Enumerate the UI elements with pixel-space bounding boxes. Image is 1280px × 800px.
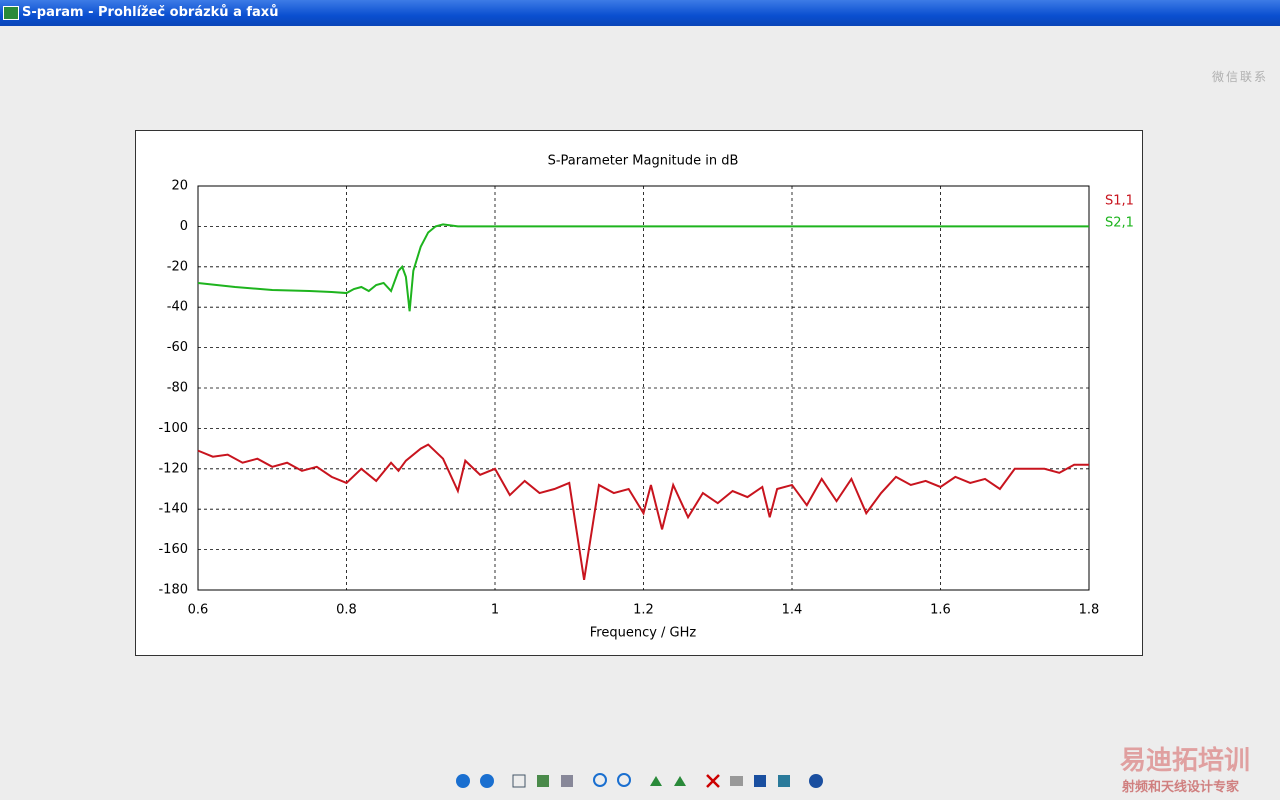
series-line — [197, 443, 1089, 581]
delete-button[interactable] — [706, 774, 720, 788]
series-line — [197, 223, 1089, 312]
y-tick-label: -140 — [158, 502, 188, 517]
watermark-top: 微信联系 — [1212, 70, 1269, 84]
print-button[interactable] — [730, 776, 743, 786]
toolbar — [452, 770, 832, 798]
actual-size-button[interactable] — [537, 775, 549, 787]
x-tick-label: 1.2 — [633, 603, 654, 618]
chart: S-Parameter Magnitude in dB Frequency / … — [158, 154, 1134, 641]
y-tick-label: -60 — [167, 340, 188, 355]
x-tick-label: 1 — [491, 603, 499, 618]
y-tick-label: -80 — [167, 381, 188, 396]
rotate-cw-button[interactable] — [650, 776, 662, 786]
watermark-brand: 易迪拓培训 — [1120, 746, 1251, 776]
y-tick-label: -120 — [158, 461, 188, 476]
zoom-out-button[interactable] — [617, 773, 631, 787]
watermark-slogan: 射频和天线设计专家 — [1122, 780, 1240, 795]
help-button[interactable] — [809, 774, 823, 788]
y-tick-label: -20 — [167, 259, 188, 274]
legend-label: S1,1 — [1105, 194, 1134, 209]
x-tick-label: 0.8 — [336, 603, 357, 618]
image-frame: S-Parameter Magnitude in dB Frequency / … — [135, 130, 1143, 656]
window-title: S-param - Prohlížeč obrázků a faxů — [22, 5, 279, 20]
y-tick-label: -160 — [158, 542, 188, 557]
rotate-ccw-button[interactable] — [674, 776, 686, 786]
chart-title: S-Parameter Magnitude in dB — [548, 154, 739, 169]
slideshow-button[interactable] — [561, 775, 573, 787]
toolbar-icons — [456, 773, 823, 788]
plot-border — [197, 185, 1090, 591]
x-tick-label: 1.6 — [930, 603, 951, 618]
y-tick-label: -180 — [158, 583, 188, 598]
edit-button[interactable] — [778, 775, 790, 787]
y-tick-label: -100 — [158, 421, 188, 436]
y-tick-label: 20 — [171, 179, 188, 194]
x-tick-label: 1.8 — [1079, 603, 1100, 618]
legend-label: S2,1 — [1105, 216, 1134, 231]
best-fit-button[interactable] — [512, 774, 526, 788]
app-icon — [3, 6, 19, 20]
save-button[interactable] — [754, 775, 766, 787]
prev-button[interactable] — [456, 774, 470, 788]
next-button[interactable] — [480, 774, 494, 788]
x-tick-label: 0.6 — [188, 603, 209, 618]
title-bar: S-param - Prohlížeč obrázků a faxů — [0, 0, 1280, 26]
y-tick-label: -40 — [167, 300, 188, 315]
x-axis-label: Frequency / GHz — [590, 626, 697, 641]
y-tick-label: 0 — [180, 219, 188, 234]
x-tick-label: 1.4 — [782, 603, 803, 618]
zoom-in-button[interactable] — [593, 773, 607, 787]
